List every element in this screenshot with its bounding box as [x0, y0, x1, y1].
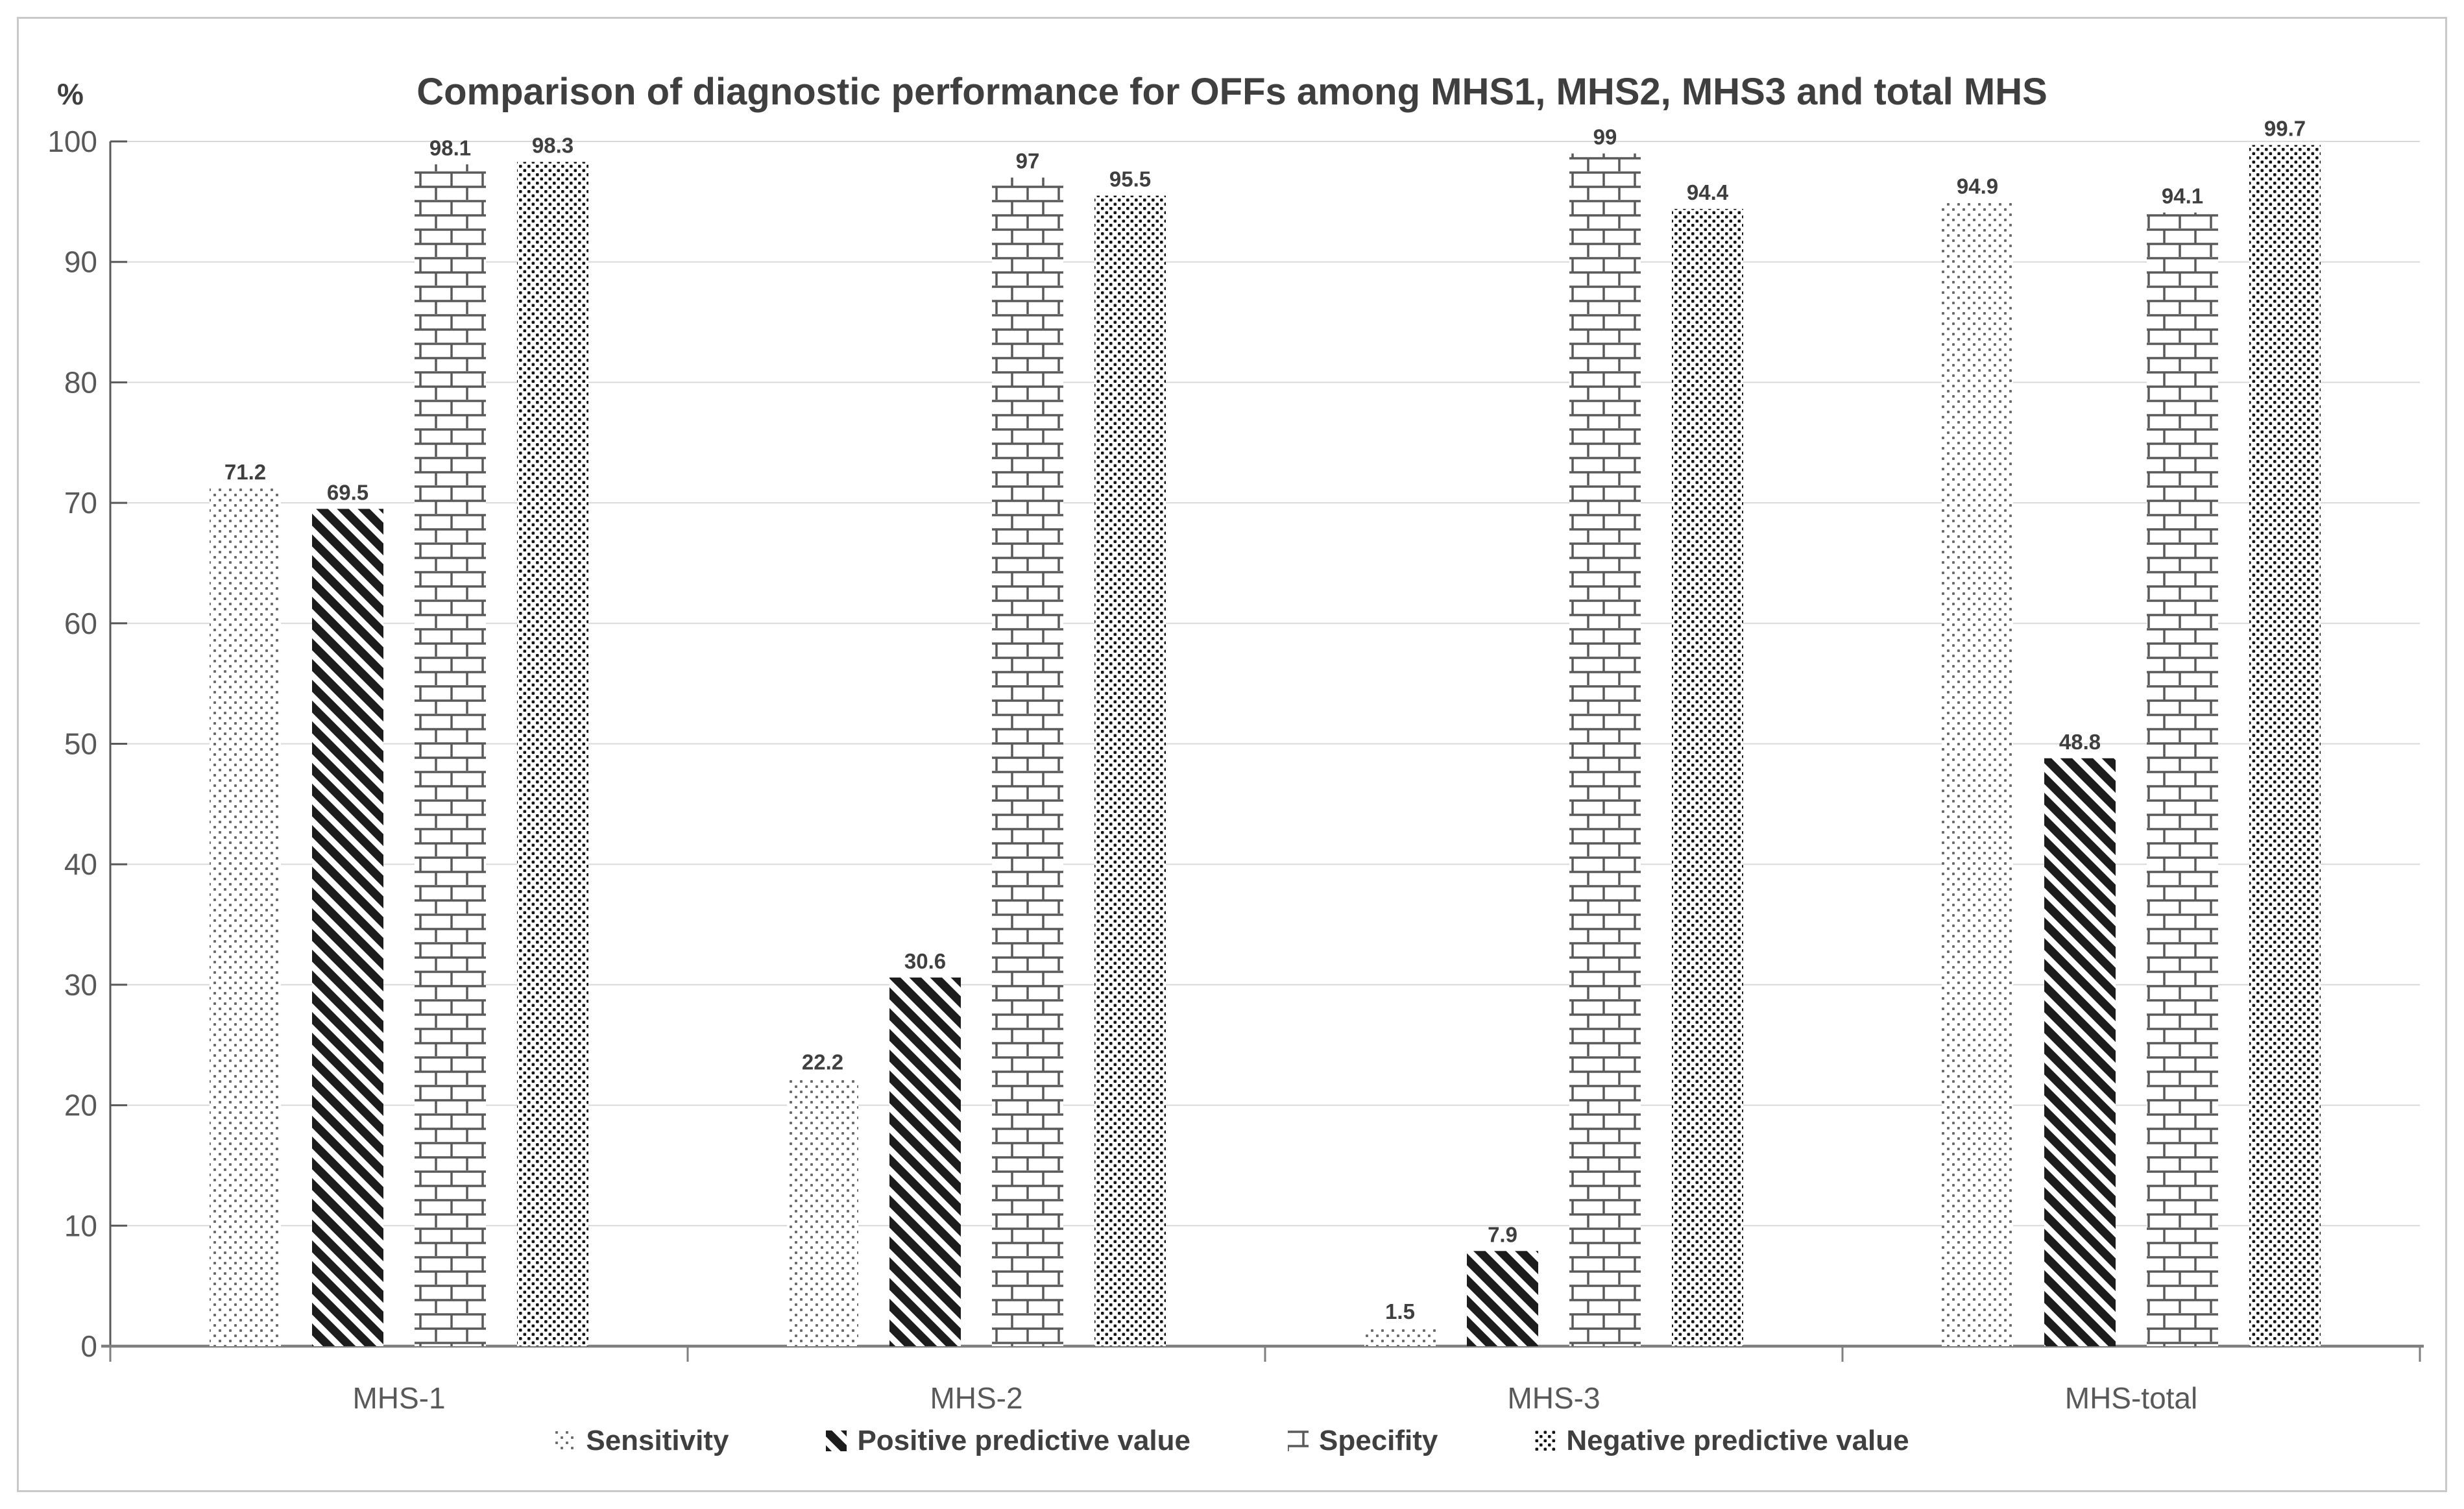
bar-label-negative-predictive-value-mhs-1: 98.3: [532, 134, 574, 158]
x-category-label-mhs-1: MHS-1: [352, 1381, 445, 1415]
y-tick-label-50: 50: [64, 727, 97, 761]
bar-sensitivity-mhs-total: [1942, 202, 2013, 1346]
legend-label-negative-predictive-value: Negative predictive value: [1566, 1425, 1909, 1456]
dots-legend-swatch-icon: [555, 1431, 576, 1451]
x-category-label-mhs-total: MHS-total: [2065, 1381, 2197, 1415]
legend-label-positive-predictive-value: Positive predictive value: [857, 1425, 1190, 1456]
bar-label-positive-predictive-value-mhs-3: 7.9: [1488, 1222, 1517, 1246]
bar-sensitivity-mhs-3: [1364, 1328, 1436, 1346]
y-tick-label-30: 30: [64, 968, 97, 1002]
legend-item-positive-predictive-value: Positive predictive value: [826, 1425, 1190, 1457]
bar-negative-predictive-value-mhs-1: [517, 162, 588, 1347]
diagonal-stripes-legend-swatch-icon: [826, 1431, 847, 1451]
y-tick-label-90: 90: [64, 245, 97, 279]
bar-positive-predictive-value-mhs-2: [889, 977, 961, 1346]
gridlines: [110, 141, 2420, 1227]
bar-label-specifity-mhs-3: 99: [1593, 125, 1617, 149]
bar-label-negative-predictive-value-mhs-3: 94.4: [1687, 180, 1729, 204]
y-tick-label-100: 100: [47, 125, 97, 158]
bar-sensitivity-mhs-1: [210, 488, 281, 1347]
bricks-legend-swatch-icon: [1288, 1431, 1309, 1451]
x-category-label-mhs-3: MHS-3: [1507, 1381, 1600, 1415]
bar-positive-predictive-value-mhs-3: [1467, 1251, 1538, 1346]
y-tick-label-80: 80: [64, 365, 97, 399]
labels: 0 10 20 30 40 50 60 70 80 90 100 71.2 69.5 98.1 98.3 MH…: [47, 117, 2306, 1415]
legend-item-negative-predictive-value: Negative predictive value: [1535, 1425, 1909, 1457]
bar-label-sensitivity-mhs-3: 1.5: [1385, 1299, 1415, 1323]
bar-negative-predictive-value-mhs-2: [1094, 195, 1166, 1347]
bar-label-sensitivity-mhs-1: 71.2: [224, 460, 266, 484]
bar-specifity-mhs-3: [1569, 153, 1641, 1346]
y-tick-label-40: 40: [64, 847, 97, 881]
legend-label-specifity: Specifity: [1319, 1425, 1438, 1456]
bar-label-positive-predictive-value-mhs-2: 30.6: [904, 949, 946, 973]
y-axis-unit-label: %: [57, 77, 84, 111]
bar-label-negative-predictive-value-mhs-2: 95.5: [1109, 167, 1151, 191]
bar-negative-predictive-value-mhs-3: [1672, 208, 1743, 1347]
bar-label-negative-predictive-value-mhs-total: 99.7: [2264, 117, 2306, 141]
bar-specifity-mhs-2: [992, 177, 1063, 1347]
bar-label-sensitivity-mhs-total: 94.9: [1957, 175, 1998, 199]
bar-specifity-mhs-total: [2147, 212, 2218, 1346]
y-tick-label-10: 10: [64, 1209, 97, 1242]
bar-label-specifity-mhs-2: 97: [1016, 149, 1040, 173]
legend: Sensitivity Positive predictive value Spec…: [17, 1425, 2447, 1457]
bar-label-sensitivity-mhs-2: 22.2: [802, 1050, 843, 1074]
bar-label-specifity-mhs-1: 98.1: [429, 136, 471, 160]
chart-title: Comparison of diagnostic performance for…: [417, 71, 2047, 113]
bar-specifity-mhs-1: [415, 164, 486, 1347]
y-tick-label-60: 60: [64, 607, 97, 640]
legend-item-sensitivity: Sensitivity: [555, 1425, 729, 1457]
y-tick-label-20: 20: [64, 1089, 97, 1122]
y-tick-label-70: 70: [64, 486, 97, 520]
bar-positive-predictive-value-mhs-1: [312, 509, 383, 1346]
bar-label-positive-predictive-value-mhs-1: 69.5: [327, 480, 368, 504]
x-category-label-mhs-2: MHS-2: [930, 1381, 1022, 1415]
bar-label-specifity-mhs-total: 94.1: [2162, 184, 2203, 208]
bar-sensitivity-mhs-2: [787, 1078, 858, 1346]
bar-negative-predictive-value-mhs-total: [2249, 145, 2321, 1346]
bar-positive-predictive-value-mhs-total: [2044, 758, 2116, 1346]
bars: [210, 145, 2321, 1347]
legend-label-sensitivity: Sensitivity: [586, 1425, 729, 1456]
bar-label-positive-predictive-value-mhs-total: 48.8: [2059, 730, 2101, 754]
axes: [101, 140, 2424, 1362]
y-tick-label-0: 0: [80, 1329, 97, 1363]
checker-dots-legend-swatch-icon: [1535, 1431, 1556, 1451]
legend-item-specifity: Specifity: [1288, 1425, 1438, 1457]
